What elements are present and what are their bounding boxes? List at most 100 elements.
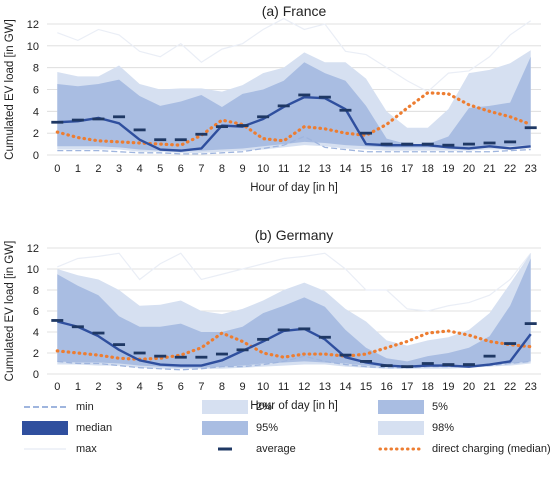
legend-label-p95: 95% bbox=[256, 422, 279, 434]
legend-item-direct: direct charging (median) bbox=[378, 440, 550, 458]
legend-swatch-p98 bbox=[378, 421, 424, 435]
y-tick-label: 4 bbox=[33, 327, 39, 339]
x-tick-label: 19 bbox=[442, 381, 454, 393]
legend-item-median: median bbox=[22, 419, 112, 437]
x-tick-label: 2 bbox=[95, 381, 101, 393]
x-tick-label: 4 bbox=[137, 163, 143, 175]
legend-item-p2: 2% bbox=[202, 398, 272, 416]
x-tick-label: 18 bbox=[422, 381, 434, 393]
x-tick-label: 12 bbox=[298, 381, 310, 393]
x-tick-label: 23 bbox=[525, 163, 537, 175]
legend: min 2% 5% median 95% 98% max bbox=[0, 392, 550, 480]
x-tick-label: 18 bbox=[422, 163, 434, 175]
legend-item-p95: 95% bbox=[202, 419, 278, 437]
x-tick-label: 11 bbox=[278, 381, 289, 393]
x-tick-label: 14 bbox=[339, 163, 351, 175]
x-axis-label: Hour of day [in h] bbox=[250, 182, 338, 194]
series-median-line bbox=[57, 95, 531, 152]
x-tick-label: 6 bbox=[178, 163, 184, 175]
y-tick-label: 8 bbox=[33, 63, 39, 75]
legend-label-direct: direct charging (median) bbox=[432, 443, 550, 455]
x-tick-label: 20 bbox=[463, 381, 475, 393]
x-tick-label: 6 bbox=[178, 381, 184, 393]
legend-item-min: min bbox=[22, 398, 94, 416]
y-tick-label: 2 bbox=[33, 348, 39, 360]
x-tick-label: 21 bbox=[483, 381, 495, 393]
y-axis-label: Cumulated EV load [in GW] bbox=[4, 19, 16, 160]
y-tick-label: 6 bbox=[33, 85, 39, 97]
legend-label-p5: 5% bbox=[432, 401, 448, 413]
y-axis-label: Cumulated EV load [in GW] bbox=[4, 241, 16, 382]
legend-swatch-average bbox=[202, 442, 248, 456]
x-tick-label: 14 bbox=[339, 381, 351, 393]
y-tick-label: 10 bbox=[27, 41, 39, 53]
x-tick-label: 22 bbox=[504, 381, 516, 393]
x-tick-label: 3 bbox=[116, 381, 122, 393]
series-max-line bbox=[57, 17, 532, 93]
series-max-line bbox=[57, 252, 532, 312]
legend-label-average: average bbox=[256, 443, 296, 455]
series-direct-charging-line bbox=[55, 91, 533, 147]
x-tick-label: 9 bbox=[239, 163, 245, 175]
legend-swatch-direct bbox=[378, 442, 424, 456]
x-axis-label: Hour of day [in h] bbox=[250, 400, 338, 412]
y-tick-label: 0 bbox=[33, 369, 39, 381]
x-tick-label: 7 bbox=[198, 381, 204, 393]
x-tick-label: 21 bbox=[483, 163, 495, 175]
x-tick-label: 1 bbox=[75, 381, 81, 393]
x-tick-label: 3 bbox=[116, 163, 122, 175]
x-tick-label: 7 bbox=[198, 163, 204, 175]
x-tick-label: 0 bbox=[54, 381, 60, 393]
x-tick-label: 19 bbox=[442, 163, 454, 175]
series-min-line bbox=[57, 135, 531, 155]
x-tick-label: 16 bbox=[381, 381, 393, 393]
legend-swatch-min bbox=[22, 400, 68, 414]
y-tick-label: 0 bbox=[33, 150, 39, 162]
legend-label-p2: 2% bbox=[256, 401, 272, 413]
x-tick-label: 23 bbox=[525, 381, 537, 393]
y-tick-label: 2 bbox=[33, 128, 39, 140]
x-tick-label: 9 bbox=[239, 381, 245, 393]
x-tick-label: 8 bbox=[219, 381, 225, 393]
x-tick-label: 15 bbox=[360, 381, 372, 393]
chart-title: (a) France bbox=[262, 3, 327, 19]
legend-item-max: max bbox=[22, 440, 97, 458]
x-tick-label: 12 bbox=[298, 163, 310, 175]
x-tick-label: 20 bbox=[463, 163, 475, 175]
x-tick-label: 10 bbox=[257, 381, 269, 393]
y-tick-label: 12 bbox=[27, 19, 39, 31]
legend-item-average: average bbox=[202, 440, 296, 458]
legend-swatch-median bbox=[22, 421, 68, 435]
chart-title: (b) Germany bbox=[255, 227, 334, 243]
x-tick-label: 16 bbox=[381, 163, 393, 175]
x-tick-label: 1 bbox=[75, 163, 81, 175]
series-direct-charging-line bbox=[55, 329, 533, 361]
x-tick-label: 0 bbox=[54, 163, 60, 175]
x-tick-label: 2 bbox=[95, 163, 101, 175]
x-tick-label: 17 bbox=[401, 163, 413, 175]
x-tick-label: 10 bbox=[257, 163, 269, 175]
x-tick-label: 13 bbox=[319, 381, 331, 393]
y-tick-label: 4 bbox=[33, 106, 39, 118]
legend-label-p98: 98% bbox=[432, 422, 455, 434]
band-5-95 bbox=[57, 56, 531, 151]
x-tick-label: 5 bbox=[157, 163, 163, 175]
band-5-95 bbox=[57, 258, 531, 368]
y-tick-label: 6 bbox=[33, 306, 39, 318]
x-tick-label: 22 bbox=[504, 163, 516, 175]
x-tick-label: 4 bbox=[137, 381, 143, 393]
x-tick-label: 8 bbox=[219, 163, 225, 175]
legend-label-median: median bbox=[76, 422, 113, 434]
y-tick-label: 10 bbox=[27, 264, 39, 276]
y-tick-label: 8 bbox=[33, 285, 39, 297]
x-tick-label: 11 bbox=[278, 163, 289, 175]
legend-swatch-max bbox=[22, 442, 68, 456]
legend-swatch-p95 bbox=[202, 421, 248, 435]
legend-item-p98: 98% bbox=[378, 419, 454, 437]
legend-swatch-p2 bbox=[202, 400, 248, 414]
legend-item-p5: 5% bbox=[378, 398, 448, 416]
